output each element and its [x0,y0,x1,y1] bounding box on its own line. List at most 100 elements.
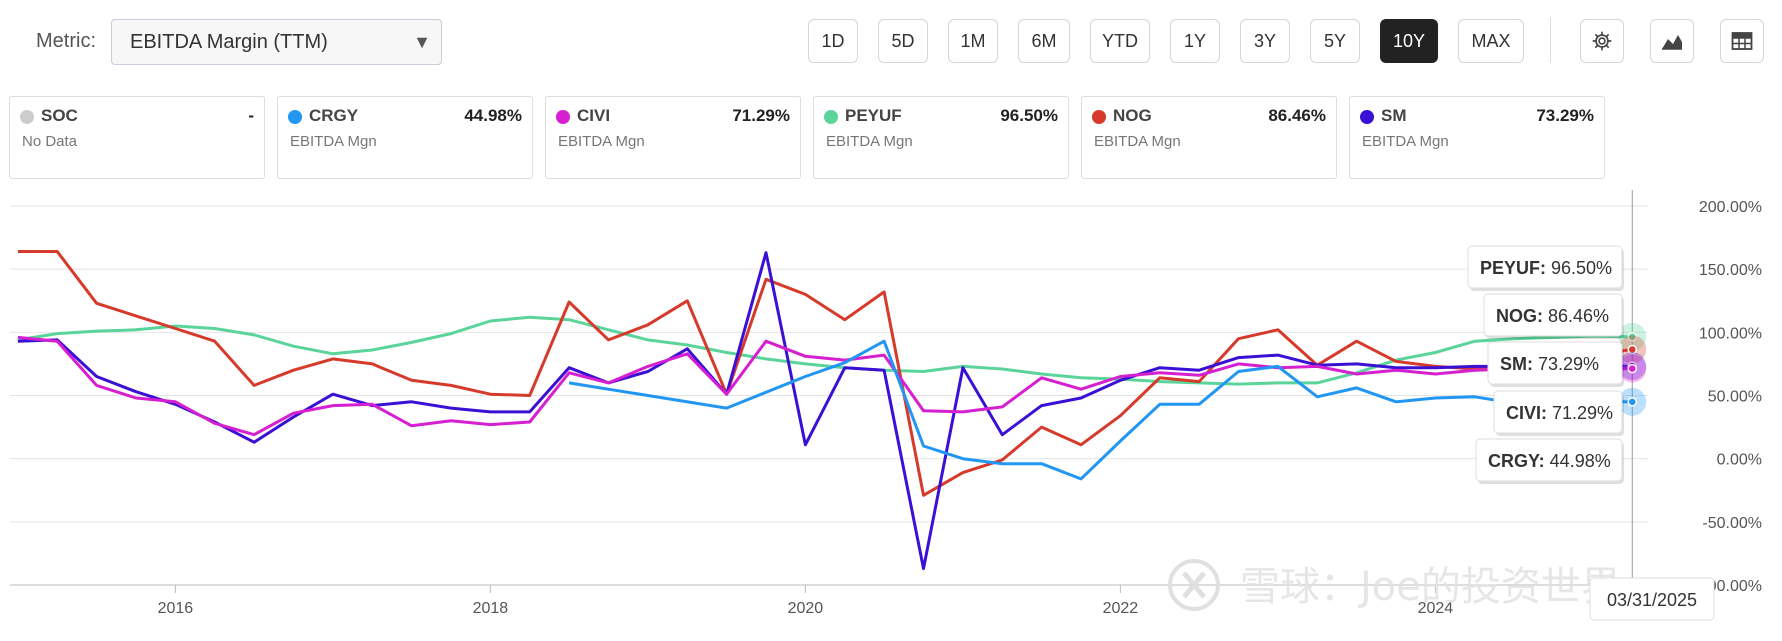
legend-dot [288,110,302,124]
legend-dot [1092,110,1106,124]
card-ticker: PEYUF [845,106,902,125]
card-ticker: CRGY [309,106,359,125]
series-line-civi [17,335,1633,437]
table-view-button[interactable] [1720,19,1764,63]
y-tick-label: 50.00% [1708,389,1762,406]
x-tick-label: 2022 [1103,600,1139,617]
card-sub: EBITDA Mgn [558,133,645,150]
range-max-button[interactable]: MAX [1458,19,1524,63]
card-ticker: SOC [41,106,78,125]
card-nog[interactable]: NOG 86.46% EBITDA Mgn [1081,96,1337,179]
hover-point [1627,344,1637,355]
card-ticker: NOG [1113,106,1152,125]
tooltip-date: 03/31/2025 [1589,577,1715,621]
x-tick-label: 2020 [788,600,824,617]
tooltip-ticker: NOG: [1496,306,1543,326]
tooltip-row-crgy: CRGY: 44.98% [1475,438,1624,484]
gear-icon [1592,31,1612,51]
metric-label: Metric: [36,30,96,52]
x-axis: 2016 2018 2020 2022 2024 [10,584,1648,617]
watermark: 雪球：Joe的投资世界 [1168,559,1621,611]
area-chart-icon [1662,35,1682,50]
card-sm[interactable]: SM 73.29% EBITDA Mgn [1349,96,1605,179]
tooltip-text: CRGY: 44.98% [1488,451,1611,471]
y-tick-label: -50.00% [1702,515,1762,532]
card-sub: EBITDA Mgn [1362,133,1449,150]
tooltip-row-nog: NOG: 86.46% [1483,293,1624,339]
hover-point [1627,397,1637,407]
watermark-text: 雪球：Joe的投资世界 [1240,564,1621,610]
card-value: 86.46% [1268,106,1326,125]
range-5y-button[interactable]: 5Y [1310,19,1360,63]
legend-dot [1360,110,1374,124]
card-peyuf[interactable]: PEYUF 96.50% EBITDA Mgn [813,96,1069,179]
range-10y-button[interactable]: 10Y [1380,19,1438,63]
tooltip-row-peyuf: PEYUF: 96.50% [1467,245,1624,291]
y-tick-label: 0.00% [1717,452,1762,469]
tooltip-text: NOG: 86.46% [1496,306,1609,326]
y-tick-label: 100.00% [1699,325,1762,342]
card-sub: EBITDA Mgn [290,133,377,150]
tooltip-text: PEYUF: 96.50% [1480,258,1612,278]
tooltip-ticker: CRGY: [1488,451,1545,471]
range-ytd-button[interactable]: YTD [1090,19,1150,63]
series-line-nog [17,250,1633,497]
tooltip-value: 71.29% [1547,403,1613,423]
card-civi[interactable]: CIVI 71.29% EBITDA Mgn [545,96,801,179]
range-5d-button[interactable]: 5D [878,19,928,63]
series-line-sm [17,251,1633,571]
metric-select[interactable]: EBITDA Margin (TTM) ▼ [111,19,442,65]
table-icon [1731,32,1753,50]
card-value: 71.29% [732,106,790,125]
tooltip-value: 73.29% [1533,354,1599,374]
card-soc[interactable]: SOC - No Data [9,96,265,179]
card-sub: No Data [22,133,78,150]
y-axis: 200.00%150.00%100.00%50.00%0.00%-50.00%-… [1694,199,1763,595]
card-ticker: SM [1381,106,1407,125]
chart-type-button[interactable] [1650,19,1694,63]
range-6m-button[interactable]: 6M [1018,19,1070,63]
hover-point [1627,363,1637,374]
xueqiu-logo [1168,559,1220,611]
card-value: - [248,106,254,125]
tooltip-value: 86.46% [1543,306,1609,326]
tooltip-box [1467,245,1623,289]
range-1m-button[interactable]: 1M [948,19,998,63]
crosshair [1618,190,1647,585]
tooltip-box [1475,438,1623,482]
ebitda-margin-chart[interactable]: 200.00%150.00%100.00%50.00%0.00%-50.00%-… [0,190,1782,641]
card-sub: EBITDA Mgn [826,133,913,150]
tooltip-box [1487,341,1623,385]
tooltip-box [1493,390,1623,434]
tooltip-row-sm: SM: 73.29% [1487,341,1624,387]
card-sub: EBITDA Mgn [1094,133,1181,150]
range-1d-button[interactable]: 1D [808,19,858,63]
tooltip-row-civi: CIVI: 71.29% [1493,390,1624,436]
series-lines [17,250,1633,571]
x-tick-label: 2024 [1418,600,1454,617]
tooltip-box [1483,293,1623,337]
card-value: 44.98% [464,106,522,125]
tooltip-text: SM: 73.29% [1500,354,1599,374]
card-ticker: CIVI [577,106,611,125]
tooltip-value: 44.98% [1545,451,1611,471]
toolbar: Metric: EBITDA Margin (TTM) ▼ 1D 5D 1M 6… [0,0,1782,86]
ticker-cards: SOC - No Data CRGY 44.98% EBITDA Mgn CIV… [9,96,1609,180]
range-1y-button[interactable]: 1Y [1170,19,1220,63]
y-tick-label: 150.00% [1699,262,1762,279]
chevron-down-icon: ▼ [413,32,431,52]
card-value: 73.29% [1536,106,1594,125]
tooltip-value: 96.50% [1546,258,1612,278]
card-crgy[interactable]: CRGY 44.98% EBITDA Mgn [277,96,533,179]
tooltip-ticker: SM: [1500,354,1533,374]
tooltip-ticker: PEYUF: [1480,258,1546,278]
hover-point [1627,332,1637,342]
tooltip-date-text: 03/31/2025 [1607,590,1697,610]
y-tick-label: 200.00% [1699,199,1762,216]
tooltip-ticker: CIVI: [1506,403,1547,423]
legend-dot [20,110,34,124]
settings-button[interactable] [1580,19,1624,63]
tooltip-date-box [1589,577,1715,621]
range-3y-button[interactable]: 3Y [1240,19,1290,63]
legend-dot [556,110,570,124]
